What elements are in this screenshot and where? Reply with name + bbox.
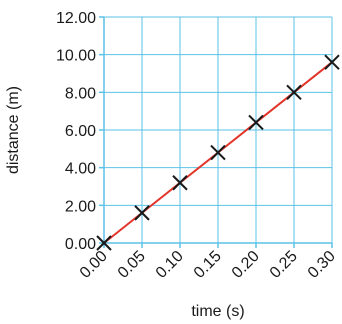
x-tick-label: 0.05 <box>115 248 149 282</box>
x-tick-label: 0.15 <box>191 248 225 282</box>
marker-stroke <box>172 175 188 191</box>
x-tick-label: 0.25 <box>267 248 301 282</box>
x-tick-label: 0.10 <box>153 248 187 282</box>
data-point-marker <box>96 235 112 251</box>
x-tick-labels: 0.00 0.05 0.10 0.15 0.20 0.25 0.30 <box>77 248 339 282</box>
y-axis-label: distance (m) <box>5 86 22 174</box>
y-tick-label: 2.00 <box>65 198 96 215</box>
y-tick-label: 0.00 <box>65 236 96 253</box>
y-tick-label: 4.00 <box>65 161 96 178</box>
data-point-marker <box>210 144 226 161</box>
y-tick-label: 8.00 <box>65 85 96 102</box>
marker-stroke <box>248 114 264 131</box>
y-tick-label: 12.00 <box>56 10 96 27</box>
marker-stroke <box>210 144 226 161</box>
axes <box>99 16 333 248</box>
data-point-marker <box>286 84 302 101</box>
marker-stroke <box>134 205 150 221</box>
data-point-marker <box>134 205 150 221</box>
data-point-marker <box>324 54 340 70</box>
marker-stroke <box>286 84 302 101</box>
y-tick-labels: 0.00 2.00 4.00 6.00 8.00 10.00 12.00 <box>56 10 96 253</box>
x-tick-label: 0.30 <box>305 248 339 282</box>
x-tick-label: 0.20 <box>229 248 263 282</box>
x-axis-label: time (s) <box>191 303 244 320</box>
data-point-marker <box>248 114 264 131</box>
marker-stroke <box>324 54 340 70</box>
data-point-marker <box>172 175 188 191</box>
y-tick-label: 6.00 <box>65 123 96 140</box>
marker-stroke <box>96 235 112 251</box>
y-tick-label: 10.00 <box>56 48 96 65</box>
data-markers <box>96 54 340 251</box>
